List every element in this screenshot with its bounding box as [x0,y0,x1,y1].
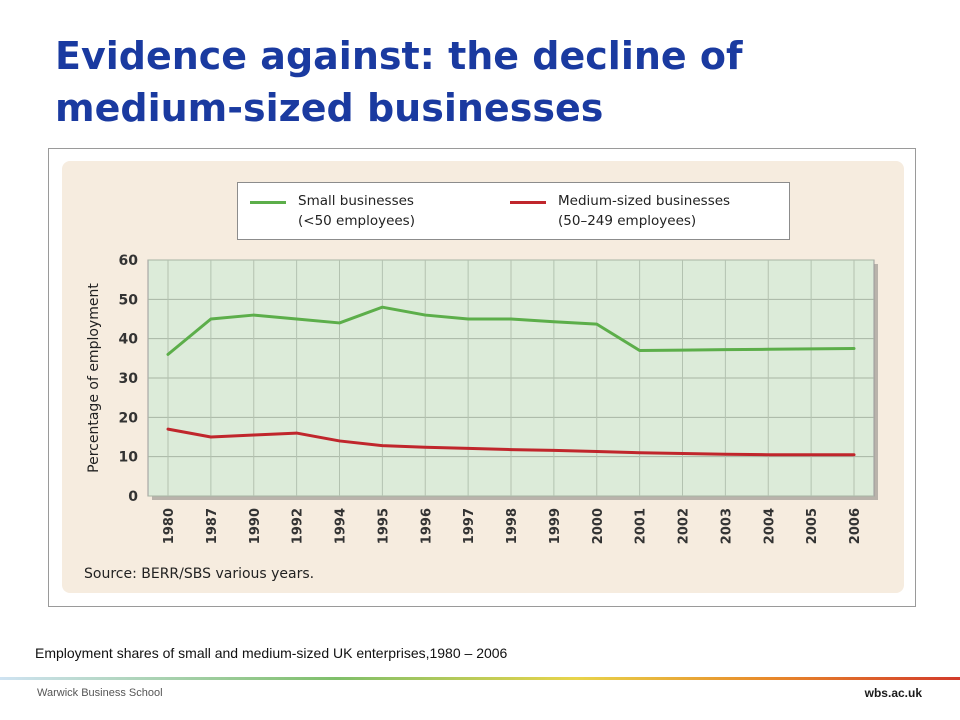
y-tick-label: 40 [119,332,139,348]
data-point-medium [681,452,684,455]
x-tick-label: 2003 [719,508,734,544]
chart-legend: Small businesses (<50 employees) Medium-… [237,182,790,240]
x-tick-label: 1980 [162,508,177,544]
data-point-small [424,313,427,317]
legend-label-medium-line2: (50–249 employees) [558,213,697,229]
data-point-medium [166,427,170,431]
data-point-small [466,317,470,321]
data-point-small [595,322,598,326]
data-point-small [681,348,684,352]
x-tick-label: 1995 [376,508,391,544]
y-tick-label: 20 [119,410,139,426]
chart-source: Source: BERR/SBS various years. [84,566,315,582]
legend-label-medium: Medium-sized businesses (50–249 employee… [558,191,730,231]
x-tick-label: 2005 [805,508,820,544]
figure-caption: Employment shares of small and medium-si… [35,645,508,661]
data-point-small [767,348,770,351]
legend-swatch-small [250,201,286,204]
legend-label-medium-line1: Medium-sized businesses [558,193,731,209]
x-tick-label: 1990 [248,508,263,544]
y-tick-label: 10 [119,450,139,466]
x-tick-label: 1996 [419,508,434,544]
x-tick-label: 1999 [548,508,563,544]
footer-url[interactable]: wbs.ac.uk [864,686,922,700]
x-tick-label: 2002 [677,508,692,544]
data-point-small [852,347,856,350]
x-tick-label: 2004 [762,508,777,544]
data-point-small [252,313,255,317]
data-point-medium [638,451,641,454]
data-point-medium [252,433,255,437]
data-point-medium [595,450,598,453]
data-point-medium [209,435,213,439]
x-tick-label: 1998 [505,508,520,544]
data-point-small [724,348,727,351]
data-point-small [509,317,513,321]
data-point-medium [724,453,727,456]
footer-color-bar [0,677,960,680]
legend-label-small: Small businesses (<50 employees) [298,191,415,231]
data-point-medium [338,439,341,443]
data-point-medium [852,453,856,456]
x-tick-label: 1987 [205,508,220,544]
data-point-medium [767,453,770,456]
slide-title: Evidence against: the decline of medium-… [55,34,743,130]
data-point-medium [466,447,470,450]
data-point-small [638,349,641,352]
footer-institution: Warwick Business School [37,687,163,699]
chart-panel: Small businesses (<50 employees) Medium-… [62,161,904,593]
data-point-small [381,306,384,309]
data-point-medium [381,444,384,447]
legend-swatch-medium [510,201,546,204]
data-point-small [809,347,813,351]
y-tick-label: 60 [119,253,139,269]
x-tick-label: 2001 [634,508,649,544]
data-point-medium [552,449,556,452]
data-point-medium [295,431,298,435]
data-point-small [338,321,341,325]
x-tick-label: 2000 [591,508,606,544]
data-point-small [166,353,170,356]
data-point-small [209,317,213,321]
x-tick-label: 1992 [291,508,306,544]
data-point-medium [424,446,427,449]
x-tick-label: 2006 [848,508,863,544]
legend-label-small-line2: (<50 employees) [298,213,415,229]
y-tick-label: 50 [119,292,139,308]
x-tick-label: 1997 [462,508,477,544]
figure-frame: Small businesses (<50 employees) Medium-… [48,148,916,607]
line-chart: 0 10 20 30 40 50 60 1980 1987 1990 1992 1994 1995 199… [86,253,878,544]
y-tick-label: 0 [128,489,138,505]
data-point-small [552,320,556,323]
y-axis-label: Percentage of employment [86,283,102,473]
data-point-medium [809,453,813,456]
data-point-small [295,317,298,321]
legend-label-small-line1: Small businesses [298,193,414,209]
data-point-medium [509,448,513,451]
x-tick-label: 1994 [334,508,349,544]
y-tick-label: 30 [119,371,139,387]
